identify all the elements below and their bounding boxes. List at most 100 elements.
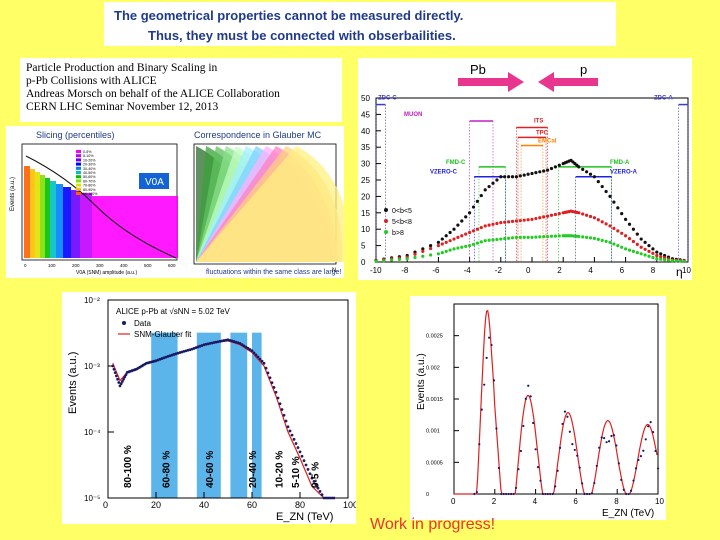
eta-data-point	[678, 259, 682, 263]
eta-data-point	[534, 216, 538, 221]
eta-data-point	[538, 216, 542, 220]
eta-data-point	[514, 219, 518, 223]
zn-data-point	[308, 472, 312, 476]
zn-class-band	[252, 332, 262, 498]
lin-data-point	[642, 449, 645, 452]
slicing-xtick: 400	[120, 263, 128, 268]
zn-class-label: 20-40 %	[248, 451, 259, 488]
lin-data-point	[497, 466, 500, 470]
eta-data-point	[514, 175, 518, 179]
lin-xtick-label: 8	[614, 497, 619, 506]
slicing-legend-label: 5-10%	[83, 154, 94, 158]
zn-data-points	[111, 338, 336, 500]
slide-title: The geometrical properties cannot be mea…	[104, 2, 616, 46]
eta-data-point	[581, 167, 585, 171]
slicing-legend-label: 30-40%	[83, 167, 96, 171]
zn-data-point	[252, 351, 256, 355]
lin-ytick-label: 0.0005	[426, 460, 443, 466]
zn-data-point	[278, 402, 282, 406]
eta-data-point	[553, 234, 557, 238]
zn-data-point	[294, 442, 298, 445]
eta-data-point	[499, 175, 503, 179]
eta-data-point	[448, 230, 452, 235]
lin-data-point	[532, 421, 535, 425]
slicing-xticks: 0 100 200 300 400 500 600	[24, 263, 176, 268]
eta-detectors: ZDC-C ZDC-A MUON ITS TPC EMCal FMD-C FMD-A VZERO…	[375, 96, 689, 262]
eta-panel: Pb p 0 5 10 15 20 25 30 35 40 45 50 -10 -8 -6 -4 -2 0 2 4 6…	[358, 58, 692, 280]
lin-data-point	[539, 479, 542, 482]
lin-data-point	[578, 466, 581, 469]
eta-data-point	[471, 229, 476, 233]
eta-data-point	[436, 252, 440, 256]
lin-data-point	[600, 436, 603, 439]
lin-data-point	[583, 492, 586, 496]
eta-xlabel: η	[676, 265, 683, 279]
zn-linear-xlabel: E_ZN (TeV)	[602, 508, 654, 519]
zn-data-point	[118, 384, 122, 388]
eta-ytick-label: 35	[361, 143, 370, 152]
zn-data-point	[111, 364, 115, 368]
eta-data-point	[374, 259, 378, 263]
zn-data-point	[121, 379, 124, 383]
detector-label: MUON	[404, 112, 422, 118]
slice-band	[35, 172, 40, 258]
lin-data-point	[483, 383, 486, 386]
eta-data-point	[475, 227, 479, 231]
eta-data-point	[456, 246, 460, 250]
zn-data-point	[286, 425, 290, 429]
eta-data-point	[444, 240, 448, 244]
zn-data-point	[304, 463, 308, 467]
eta-data-point	[522, 218, 526, 222]
eta-data-point	[456, 235, 460, 239]
eta-data-point	[503, 237, 507, 241]
eta-data-point	[487, 223, 491, 227]
lin-ytick-label: 0.0025	[426, 334, 443, 340]
zn-legend-title: ALICE p-Pb at √sNN = 5.02 TeV	[116, 307, 231, 316]
eta-data-point	[643, 247, 647, 251]
lin-data-point	[473, 492, 476, 496]
slice-band	[92, 196, 178, 258]
eta-data-point	[627, 222, 632, 226]
slicing-xtick: 300	[96, 263, 104, 268]
slicing-bands	[24, 166, 178, 258]
lin-data-point	[546, 492, 549, 496]
zn-xtick-label: 100	[343, 500, 356, 510]
eta-data-point	[440, 237, 444, 241]
eta-data-point	[491, 181, 495, 185]
eta-data-point	[616, 229, 620, 233]
slicing-legend-swatch	[76, 187, 81, 191]
slicing-legend-label: 20-30%	[83, 163, 96, 167]
lin-data-point	[581, 482, 584, 485]
zn-linear-axes: 0 0.0005 0.001 0.0015 0.002 0.0025 0 2 4 6 8 10	[426, 334, 664, 506]
zn-class-label: 5-10 %	[291, 456, 302, 488]
lin-data-point	[585, 492, 589, 496]
eta-legend-label: 5<b<8	[392, 219, 412, 226]
slicing-left-ylabel: Events (a.u.)	[10, 177, 16, 211]
eta-data-point	[468, 244, 472, 248]
eta-data-point	[651, 247, 655, 251]
eta-data-point	[581, 212, 585, 216]
eta-data-point	[620, 245, 624, 249]
zn-data-point	[326, 496, 330, 500]
eta-data-point	[549, 234, 554, 238]
eta-data-point	[538, 235, 542, 239]
zn-data-point	[123, 375, 127, 379]
zn-data-point	[116, 377, 119, 381]
zn-data-point	[330, 496, 334, 500]
zn-class-label: 60-80 %	[162, 451, 173, 488]
eta-data-point	[436, 244, 440, 248]
slicing-legend-swatch	[76, 166, 81, 170]
zn-data-point	[284, 419, 288, 423]
eta-data-point	[546, 234, 550, 239]
eta-data-point	[526, 218, 530, 222]
eta-data-point	[655, 250, 659, 254]
zn-xtick-label: 0	[103, 500, 108, 510]
zn-data-point	[112, 367, 116, 371]
eta-data-point	[479, 240, 483, 244]
eta-xtick-label: 6	[620, 266, 625, 275]
eta-data-point	[534, 235, 538, 239]
lin-ytick-label: 0.002	[426, 365, 440, 371]
lin-data-point	[612, 434, 616, 437]
eta-data-point	[635, 232, 639, 236]
eta-data-point	[530, 235, 534, 239]
